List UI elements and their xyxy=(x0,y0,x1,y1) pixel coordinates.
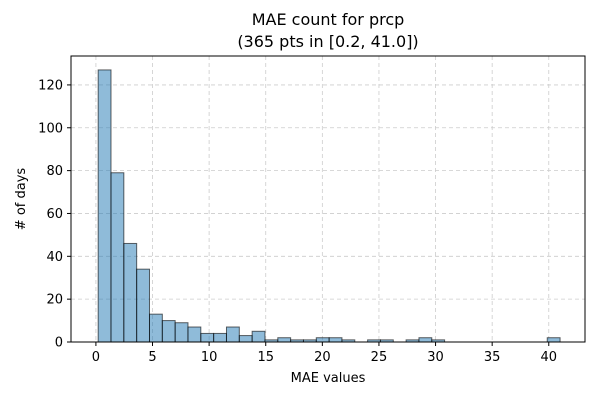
histogram-bar xyxy=(277,337,292,343)
histogram-bar xyxy=(251,330,266,343)
histogram-bar xyxy=(200,332,215,343)
histogram-bar xyxy=(187,326,202,343)
histogram-bar xyxy=(161,320,176,343)
x-tick-label: 25 xyxy=(371,350,388,365)
histogram-bar xyxy=(110,172,125,343)
y-tick-label: 80 xyxy=(46,164,63,179)
histogram-bar xyxy=(546,337,561,343)
chart-title: MAE count for prcp xyxy=(252,10,405,29)
y-tick-label: 0 xyxy=(55,336,63,351)
histogram-bar xyxy=(238,335,253,343)
y-axis-label: # of days xyxy=(14,168,29,231)
x-tick-label: 20 xyxy=(314,350,331,365)
histogram-bar xyxy=(136,268,150,343)
x-tick-label: 10 xyxy=(201,350,218,365)
x-axis-label: MAE values xyxy=(291,371,366,386)
histogram-bar xyxy=(97,69,112,343)
chart-subtitle: (365 pts in [0.2, 41.0]) xyxy=(237,32,418,51)
x-tick-label: 5 xyxy=(148,350,156,365)
histogram-bar xyxy=(123,242,138,343)
ticks-layer: 0 5 10 15 20 25 30 35 40 0 20 40 60 80 100 120 xyxy=(38,78,557,365)
histogram-bar xyxy=(315,337,330,343)
x-tick-label: 30 xyxy=(427,350,444,365)
histogram-bar xyxy=(148,313,163,343)
x-tick-label: 0 xyxy=(92,350,100,365)
x-tick-label: 35 xyxy=(484,350,501,365)
histogram-bar xyxy=(328,337,343,343)
y-tick-label: 40 xyxy=(46,250,63,265)
plot-frame xyxy=(70,55,586,343)
bars-layer xyxy=(97,69,561,343)
y-tick-label: 60 xyxy=(46,207,63,222)
x-tick-label: 40 xyxy=(540,350,557,365)
histogram-bar xyxy=(174,322,189,343)
y-tick-label: 20 xyxy=(46,293,63,308)
y-tick-label: 120 xyxy=(38,78,63,93)
y-tick-label: 100 xyxy=(38,121,63,136)
histogram-bar xyxy=(225,326,240,343)
histogram-bar xyxy=(213,332,227,343)
x-tick-label: 15 xyxy=(257,350,274,365)
histogram-bar xyxy=(418,337,433,343)
